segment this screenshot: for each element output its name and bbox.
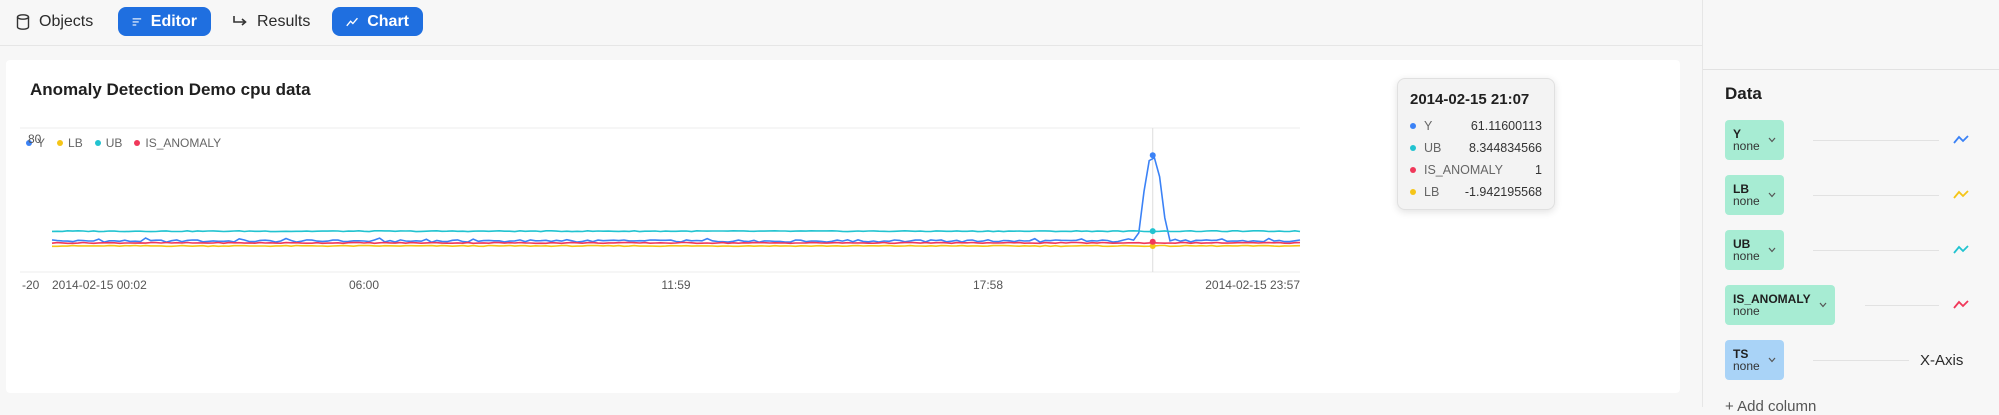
panel-divider	[1703, 69, 1999, 70]
column-name: Y	[1733, 127, 1742, 141]
chip-connector	[1813, 360, 1909, 361]
legend-item-is-anomaly[interactable]: IS_ANOMALY	[134, 136, 221, 150]
hover-point-ub	[1149, 228, 1156, 235]
column-aggregation: none	[1733, 304, 1760, 318]
column-name: UB	[1733, 237, 1751, 251]
column-aggregation: none	[1733, 249, 1760, 263]
x-tick-label: 2014-02-15 23:57	[1205, 278, 1300, 292]
column-name: IS_ANOMALY	[1733, 292, 1811, 306]
tooltip-row-lb: LB -1.942195568	[1410, 181, 1542, 203]
x-tick-label: 11:59	[661, 278, 690, 292]
legend-marker-icon	[26, 140, 32, 146]
legend-label: LB	[68, 136, 83, 150]
tooltip-series-name: UB	[1424, 141, 1442, 155]
column-chip-ts[interactable]: TS none	[1725, 340, 1784, 380]
tooltip-series-value: -1.942195568	[1464, 185, 1542, 199]
editor-tab[interactable]: Editor	[118, 7, 211, 36]
hover-point-y	[1149, 152, 1156, 159]
chip-connector	[1813, 250, 1939, 251]
line-chart-icon	[346, 17, 358, 26]
database-icon	[16, 13, 30, 30]
editor-label: Editor	[150, 12, 197, 30]
column-chip-lb[interactable]: LB none	[1725, 175, 1784, 215]
series-marker-icon	[1410, 145, 1416, 151]
legend-item-lb[interactable]: LB	[57, 136, 83, 150]
chip-connector	[1813, 140, 1939, 141]
column-aggregation: none	[1733, 139, 1760, 153]
legend-label: Y	[37, 136, 46, 150]
series-marker-icon	[1410, 123, 1416, 129]
chevron-down-icon	[1768, 247, 1776, 253]
legend-marker-icon	[57, 140, 64, 146]
series-style-icon[interactable]	[1953, 299, 1969, 311]
chart-legend: Y LB UB IS_ANOMALY	[26, 136, 221, 150]
x-axis-label: X-Axis	[1920, 352, 1964, 369]
tooltip-row-is-anomaly: IS_ANOMALY 1	[1410, 159, 1542, 181]
chart-tab[interactable]: Chart	[332, 7, 423, 36]
chevron-down-icon	[1768, 137, 1776, 143]
legend-label: IS_ANOMALY	[145, 136, 222, 150]
series-line-ub	[51, 229, 1301, 233]
series-style-icon[interactable]	[1953, 134, 1969, 146]
legend-marker-icon	[134, 140, 141, 146]
chart-config-panel: Data Y none LB none UB none IS_ANOMALY n…	[1702, 0, 1999, 407]
chart-tooltip: 2014-02-15 21:07 Y 61.11600113 UB 8.3448…	[1397, 78, 1555, 210]
series-marker-icon	[1410, 189, 1416, 195]
results-label: Results	[257, 12, 311, 30]
x-tick-label: 06:00	[349, 278, 379, 292]
column-chip-is-anomaly[interactable]: IS_ANOMALY none	[1725, 285, 1835, 325]
tooltip-series-value: 1	[1535, 163, 1542, 177]
series-line-y	[51, 156, 1301, 244]
column-aggregation: none	[1733, 359, 1760, 373]
tooltip-row-ub: UB 8.344834566	[1410, 137, 1542, 159]
column-chip-y[interactable]: Y none	[1725, 120, 1784, 160]
objects-label: Objects	[39, 12, 94, 30]
tooltip-row-y: Y 61.11600113	[1410, 115, 1542, 137]
y-tick-label: 80	[28, 132, 42, 146]
series-style-icon[interactable]	[1953, 244, 1969, 256]
chevron-down-icon	[1768, 357, 1776, 363]
hover-point-lb	[1149, 242, 1156, 249]
chart-card: Anomaly Detection Demo cpu data Y LB UB …	[6, 60, 1680, 393]
chip-connector	[1813, 195, 1939, 196]
legend-marker-icon	[94, 140, 101, 146]
column-name: LB	[1733, 182, 1749, 196]
column-chip-ub[interactable]: UB none	[1725, 230, 1784, 270]
x-tick-label: 2014-02-15 00:02	[52, 278, 147, 292]
legend-item-ub[interactable]: UB	[94, 136, 123, 150]
series-line-lb	[52, 244, 1301, 248]
series-marker-icon	[1410, 167, 1416, 173]
series-line-is-anomaly	[51, 241, 1301, 245]
legend-item-y[interactable]: Y	[26, 136, 45, 150]
x-tick-label: 17:58	[973, 278, 1003, 292]
toolbar: Objects Editor Results Chart	[0, 0, 1999, 46]
line-chart[interactable]: 80 -20 2014-02-15 00:02 06:00 11:59 17:58 2014…	[6, 60, 1680, 393]
chevron-down-icon	[1768, 192, 1776, 198]
tooltip-series-value: 8.344834566	[1469, 141, 1542, 155]
redirect-arrow-icon	[233, 15, 247, 26]
tooltip-series-name: LB	[1424, 185, 1440, 199]
hover-point-is-anomaly	[1149, 238, 1156, 245]
tooltip-series-value: 61.11600113	[1470, 119, 1542, 133]
list-icon	[132, 17, 142, 26]
tooltip-title: 2014-02-15 21:07	[1410, 91, 1530, 108]
results-tab[interactable]: Results	[218, 7, 324, 36]
data-heading: Data	[1725, 84, 1762, 103]
chart-label: Chart	[367, 12, 409, 30]
series-style-icon[interactable]	[1953, 189, 1969, 201]
chart-title: Anomaly Detection Demo cpu data	[30, 80, 311, 99]
y-tick-label: -20	[22, 278, 40, 292]
tooltip-series-name: Y	[1424, 119, 1433, 133]
objects-tab[interactable]: Objects	[2, 7, 107, 36]
column-name: TS	[1733, 347, 1749, 361]
legend-label: UB	[105, 136, 123, 150]
chevron-down-icon	[1819, 302, 1827, 308]
tooltip-series-name: IS_ANOMALY	[1424, 163, 1503, 177]
chip-connector	[1865, 305, 1939, 306]
column-aggregation: none	[1733, 194, 1760, 208]
